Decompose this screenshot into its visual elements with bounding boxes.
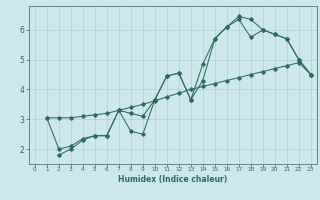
X-axis label: Humidex (Indice chaleur): Humidex (Indice chaleur) [118,175,228,184]
